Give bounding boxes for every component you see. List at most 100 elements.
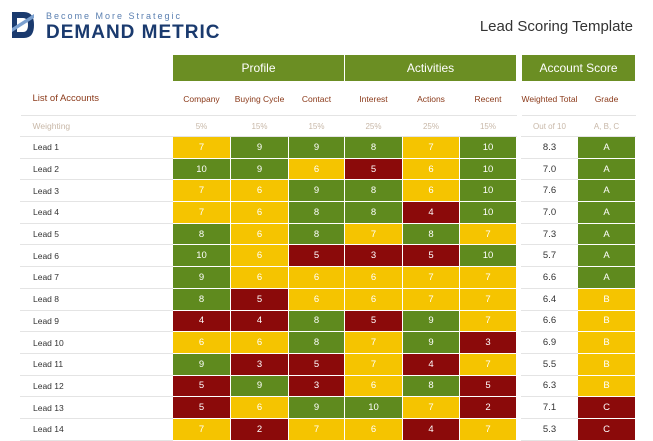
lead-name[interactable]: Lead 12 [20, 374, 173, 398]
score-recent[interactable]: 10 [459, 157, 517, 181]
score-interest[interactable]: 8 [344, 201, 403, 224]
score-interest[interactable]: 7 [344, 331, 403, 354]
score-interest[interactable]: 5 [344, 157, 403, 181]
score-actions[interactable]: 4 [402, 417, 460, 441]
score-buying-cycle[interactable]: 5 [230, 287, 289, 311]
score-recent[interactable]: 3 [459, 331, 517, 354]
score-contact[interactable]: 9 [288, 136, 345, 159]
weighting-label: Weighting [20, 115, 173, 137]
score-buying-cycle[interactable]: 6 [230, 244, 289, 268]
score-recent[interactable]: 7 [459, 352, 517, 376]
score-recent[interactable]: 7 [459, 266, 517, 289]
score-company[interactable]: 7 [172, 179, 231, 203]
score-company[interactable]: 7 [172, 201, 231, 224]
score-buying-cycle[interactable]: 6 [230, 331, 289, 354]
score-buying-cycle[interactable]: 2 [230, 417, 289, 441]
score-buying-cycle[interactable]: 3 [230, 352, 289, 376]
score-buying-cycle[interactable]: 9 [230, 157, 289, 181]
lead-name[interactable]: Lead 1 [20, 136, 173, 159]
score-company[interactable]: 5 [172, 396, 231, 419]
lead-name[interactable]: Lead 8 [20, 287, 173, 311]
score-actions[interactable]: 8 [402, 374, 460, 398]
score-contact[interactable]: 7 [288, 417, 345, 441]
score-actions[interactable]: 7 [402, 287, 460, 311]
score-actions[interactable]: 6 [402, 179, 460, 203]
lead-name[interactable]: Lead 14 [20, 417, 173, 441]
score-actions[interactable]: 7 [402, 266, 460, 289]
score-company[interactable]: 7 [172, 136, 231, 159]
lead-name[interactable]: Lead 9 [20, 309, 173, 333]
score-recent[interactable]: 10 [459, 179, 517, 203]
score-buying-cycle[interactable]: 9 [230, 374, 289, 398]
score-contact[interactable]: 6 [288, 157, 345, 181]
lead-name[interactable]: Lead 2 [20, 157, 173, 181]
lead-name[interactable]: Lead 3 [20, 179, 173, 203]
score-recent[interactable]: 7 [459, 222, 517, 246]
score-company[interactable]: 8 [172, 222, 231, 246]
score-contact[interactable]: 5 [288, 244, 345, 268]
score-recent[interactable]: 10 [459, 244, 517, 268]
score-actions[interactable]: 4 [402, 352, 460, 376]
score-actions[interactable]: 6 [402, 157, 460, 181]
score-company[interactable]: 7 [172, 417, 231, 441]
score-contact[interactable]: 8 [288, 309, 345, 333]
score-interest[interactable]: 5 [344, 309, 403, 333]
lead-name[interactable]: Lead 5 [20, 222, 173, 246]
score-interest[interactable]: 6 [344, 266, 403, 289]
lead-name[interactable]: Lead 13 [20, 396, 173, 419]
score-actions[interactable]: 5 [402, 244, 460, 268]
score-recent[interactable]: 7 [459, 309, 517, 333]
score-company[interactable]: 10 [172, 244, 231, 268]
lead-name[interactable]: Lead 10 [20, 331, 173, 354]
score-buying-cycle[interactable]: 4 [230, 309, 289, 333]
score-buying-cycle[interactable]: 6 [230, 396, 289, 419]
score-buying-cycle[interactable]: 9 [230, 136, 289, 159]
score-company[interactable]: 9 [172, 266, 231, 289]
score-company[interactable]: 4 [172, 309, 231, 333]
score-recent[interactable]: 5 [459, 374, 517, 398]
score-interest[interactable]: 6 [344, 417, 403, 441]
score-actions[interactable]: 8 [402, 222, 460, 246]
score-company[interactable]: 8 [172, 287, 231, 311]
score-buying-cycle[interactable]: 6 [230, 179, 289, 203]
score-interest[interactable]: 3 [344, 244, 403, 268]
score-actions[interactable]: 4 [402, 201, 460, 224]
score-interest[interactable]: 8 [344, 136, 403, 159]
score-contact[interactable]: 3 [288, 374, 345, 398]
lead-name[interactable]: Lead 6 [20, 244, 173, 268]
score-contact[interactable]: 8 [288, 331, 345, 354]
weighted-total: 7.6 [521, 179, 578, 203]
lead-name[interactable]: Lead 4 [20, 201, 173, 224]
score-recent[interactable]: 10 [459, 136, 517, 159]
score-actions[interactable]: 9 [402, 309, 460, 333]
score-buying-cycle[interactable]: 6 [230, 222, 289, 246]
score-interest[interactable]: 7 [344, 222, 403, 246]
score-contact[interactable]: 5 [288, 352, 345, 376]
score-recent[interactable]: 7 [459, 417, 517, 441]
lead-name[interactable]: Lead 11 [20, 352, 173, 376]
score-company[interactable]: 9 [172, 352, 231, 376]
score-recent[interactable]: 10 [459, 201, 517, 224]
score-contact[interactable]: 9 [288, 396, 345, 419]
score-interest[interactable]: 8 [344, 179, 403, 203]
score-contact[interactable]: 9 [288, 179, 345, 203]
score-actions[interactable]: 9 [402, 331, 460, 354]
score-contact[interactable]: 6 [288, 287, 345, 311]
score-recent[interactable]: 7 [459, 287, 517, 311]
score-interest[interactable]: 6 [344, 287, 403, 311]
score-buying-cycle[interactable]: 6 [230, 201, 289, 224]
score-recent[interactable]: 2 [459, 396, 517, 419]
score-contact[interactable]: 8 [288, 201, 345, 224]
score-company[interactable]: 5 [172, 374, 231, 398]
score-contact[interactable]: 6 [288, 266, 345, 289]
score-contact[interactable]: 8 [288, 222, 345, 246]
score-actions[interactable]: 7 [402, 136, 460, 159]
score-company[interactable]: 6 [172, 331, 231, 354]
score-interest[interactable]: 6 [344, 374, 403, 398]
score-interest[interactable]: 7 [344, 352, 403, 376]
score-actions[interactable]: 7 [402, 396, 460, 419]
score-interest[interactable]: 10 [344, 396, 403, 419]
score-buying-cycle[interactable]: 6 [230, 266, 289, 289]
score-company[interactable]: 10 [172, 157, 231, 181]
lead-name[interactable]: Lead 7 [20, 266, 173, 289]
